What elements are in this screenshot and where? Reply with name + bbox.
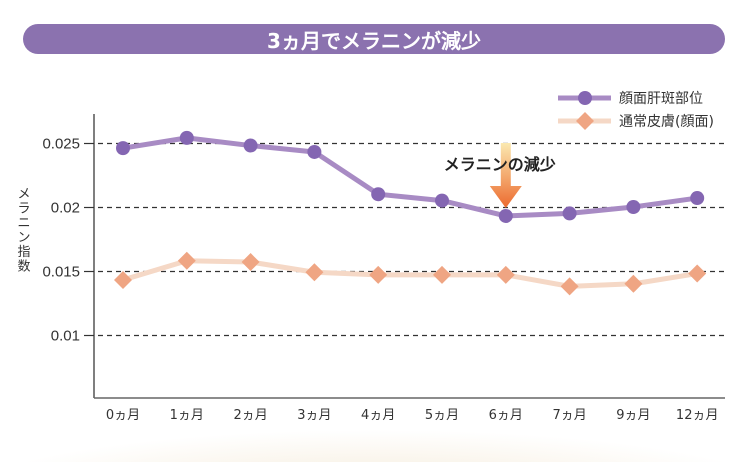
legend-circle-icon (578, 91, 592, 105)
y-axis-label-char: 指 (17, 245, 30, 260)
data-point-circle (307, 144, 322, 159)
x-axis-ticks: 0ヵ月 1ヵ月 2ヵ月 3ヵ月 4ヵ月 5ヵ月 6ヵ月 7ヵ月 9ヵ月 12ヵ月 (106, 408, 719, 423)
y-tick-label: 0.015 (42, 264, 80, 281)
data-point-circle (371, 187, 386, 202)
data-point-circle (435, 193, 449, 208)
data-point-diamond (177, 251, 196, 270)
x-tick-label: 0ヵ月 (106, 408, 140, 423)
data-point-circle (690, 191, 705, 206)
data-point-diamond (305, 263, 324, 282)
series-line (122, 135, 698, 219)
x-tick-label: 1ヵ月 (170, 408, 204, 423)
legend-item: 通常皮膚(顔面) (558, 112, 714, 130)
data-point-diamond (241, 253, 260, 272)
annotation: メラニンの減少 (444, 143, 556, 208)
data-point-circle (243, 138, 258, 153)
x-tick-label: 7ヵ月 (552, 408, 586, 423)
legend-diamond-icon (576, 112, 594, 130)
data-point-diamond (433, 265, 451, 284)
x-tick-label: 6ヵ月 (489, 408, 523, 423)
data-point-diamond (688, 264, 707, 283)
y-axis-label-char: ラ (17, 202, 30, 217)
data-point-circle (116, 141, 130, 156)
x-tick-label: 9ヵ月 (616, 408, 650, 423)
series-normal-skin (114, 251, 707, 296)
data-point-diamond (114, 270, 132, 289)
y-axis-ticks: 0.01 0.015 0.02 0.025 (42, 136, 94, 345)
data-point-circle (626, 200, 641, 214)
legend-label: 通常皮膚(顔面) (619, 114, 714, 130)
axes (93, 114, 725, 399)
legend-label: 顔面肝斑部位 (619, 91, 703, 107)
arrow-down-icon (489, 143, 522, 208)
x-tick-label: 2ヵ月 (233, 408, 267, 423)
y-axis-label-char: 数 (17, 260, 30, 275)
y-axis-label-char: メ (17, 187, 30, 202)
data-point-diamond (369, 265, 388, 284)
y-tick-label: 0.025 (42, 136, 80, 153)
annotation-label: メラニンの減少 (444, 155, 556, 174)
series-line (122, 258, 698, 289)
y-axis-label-char: ニ (17, 216, 30, 231)
data-point-diamond (624, 274, 643, 293)
x-tick-label: 3ヵ月 (297, 408, 331, 423)
series-facial-melasma (116, 130, 705, 223)
data-point-diamond (560, 277, 579, 296)
title-banner: 3ヵ月でメラニンが減少 (23, 24, 725, 54)
data-point-circle (562, 206, 577, 221)
y-axis-label-char: ン (17, 231, 30, 246)
series (114, 130, 707, 296)
x-tick-label: 12ヵ月 (676, 408, 719, 423)
x-tick-label: 4ヵ月 (361, 408, 395, 423)
data-point-circle (179, 130, 194, 145)
gridlines (98, 142, 725, 337)
chart-title: 3ヵ月でメラニンが減少 (267, 28, 481, 53)
legend-item: 顔面肝斑部位 (558, 91, 703, 107)
x-tick-label: 5ヵ月 (425, 408, 459, 423)
y-tick-label: 0.01 (51, 328, 80, 345)
data-point-diamond (496, 265, 515, 284)
data-point-circle (498, 208, 513, 223)
y-tick-label: 0.02 (51, 200, 80, 217)
